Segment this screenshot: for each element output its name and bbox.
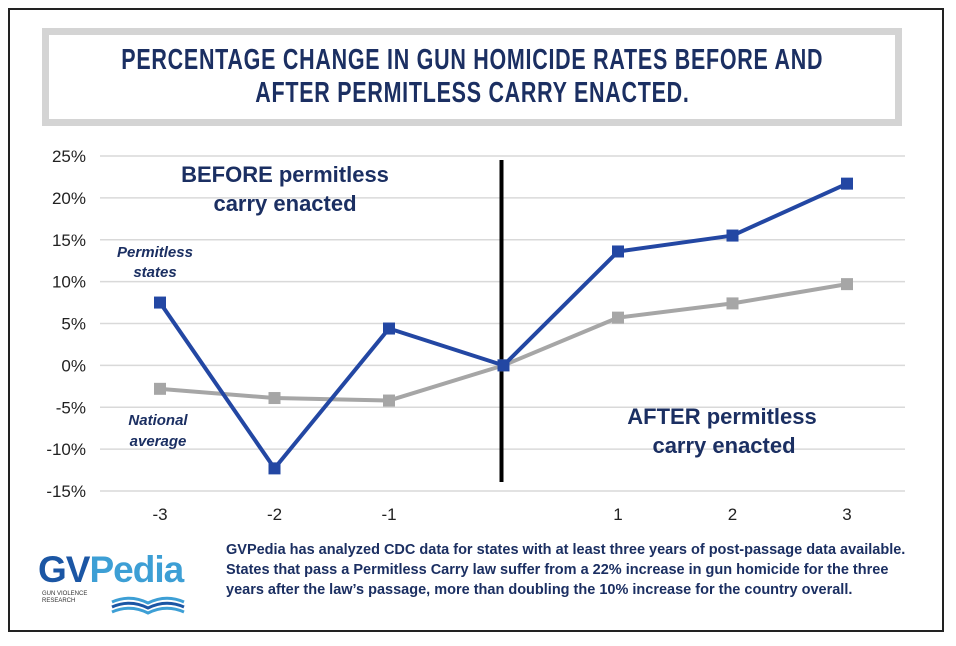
data-point: [383, 394, 395, 407]
logo-subtitle: GUN VIOLENCE RESEARCH: [42, 591, 218, 605]
y-tick-label: -15%: [46, 482, 86, 501]
chart-series: [154, 177, 853, 475]
x-tick-label: -3: [152, 505, 167, 524]
footer-description: GVPedia has analyzed CDC data for states…: [226, 542, 906, 598]
y-tick-label: 25%: [52, 147, 86, 166]
x-axis-tick-labels: -3 -2 -1 1 2 3: [152, 505, 851, 524]
gvpedia-logo: GVPedia GUN VIOLENCE RESEARCH: [38, 550, 218, 620]
x-tick-label: -2: [267, 505, 282, 524]
data-point: [154, 382, 166, 395]
x-tick-label: 1: [613, 505, 622, 524]
before-annotation-line-2: carry enacted: [213, 191, 356, 216]
data-point: [497, 359, 510, 372]
logo-pedia-text: Pedia: [89, 549, 184, 590]
logo-subtitle-line-1: GUN VIOLENCE: [42, 591, 88, 597]
before-annotation-line-1: BEFORE permitless: [181, 162, 389, 187]
data-point: [726, 229, 739, 242]
after-annotation-line-1: AFTER permitless: [627, 404, 817, 429]
logo-wordmark: GVPedia: [38, 550, 218, 590]
data-point: [612, 245, 624, 258]
y-tick-label: 10%: [52, 273, 86, 292]
x-tick-label: -1: [381, 505, 396, 524]
chart-title-line-1: PERCENTAGE CHANGE IN GUN HOMICIDE RATES …: [121, 44, 823, 76]
logo-gv-text: GV: [38, 549, 90, 590]
data-point: [154, 296, 166, 309]
data-point: [612, 311, 624, 324]
data-point: [383, 322, 395, 335]
chart-title-box: PERCENTAGE CHANGE IN GUN HOMICIDE RATES …: [42, 28, 902, 126]
x-tick-label: 3: [842, 505, 851, 524]
y-tick-label: 20%: [52, 189, 86, 208]
after-annotation-line-2: carry enacted: [652, 433, 795, 458]
y-axis-tick-labels: 25% 20% 15% 10% 5% 0% -5% -10% -15%: [46, 147, 86, 501]
national-average-label-line-2: average: [130, 433, 187, 450]
x-tick-label: 2: [728, 505, 737, 524]
y-tick-label: 0%: [61, 356, 86, 375]
permitless-states-label-line-2: states: [133, 264, 176, 281]
data-point: [726, 297, 739, 310]
data-point: [841, 278, 853, 291]
permitless-states-label-line-1: Permitless: [117, 244, 193, 261]
data-point: [841, 177, 853, 190]
chart-title-line-2: AFTER PERMITLESS CARRY ENACTED.: [254, 77, 690, 109]
data-point: [268, 462, 281, 475]
y-tick-label: 15%: [52, 231, 86, 250]
series-permitless-states: [154, 177, 853, 475]
y-tick-label: -5%: [56, 398, 86, 417]
y-tick-label: 5%: [61, 315, 86, 334]
y-tick-label: -10%: [46, 440, 86, 459]
logo-subtitle-line-2: RESEARCH: [42, 598, 76, 604]
open-book-icon: [111, 596, 185, 615]
national-average-label-line-1: National: [128, 412, 188, 429]
data-point: [268, 392, 281, 405]
